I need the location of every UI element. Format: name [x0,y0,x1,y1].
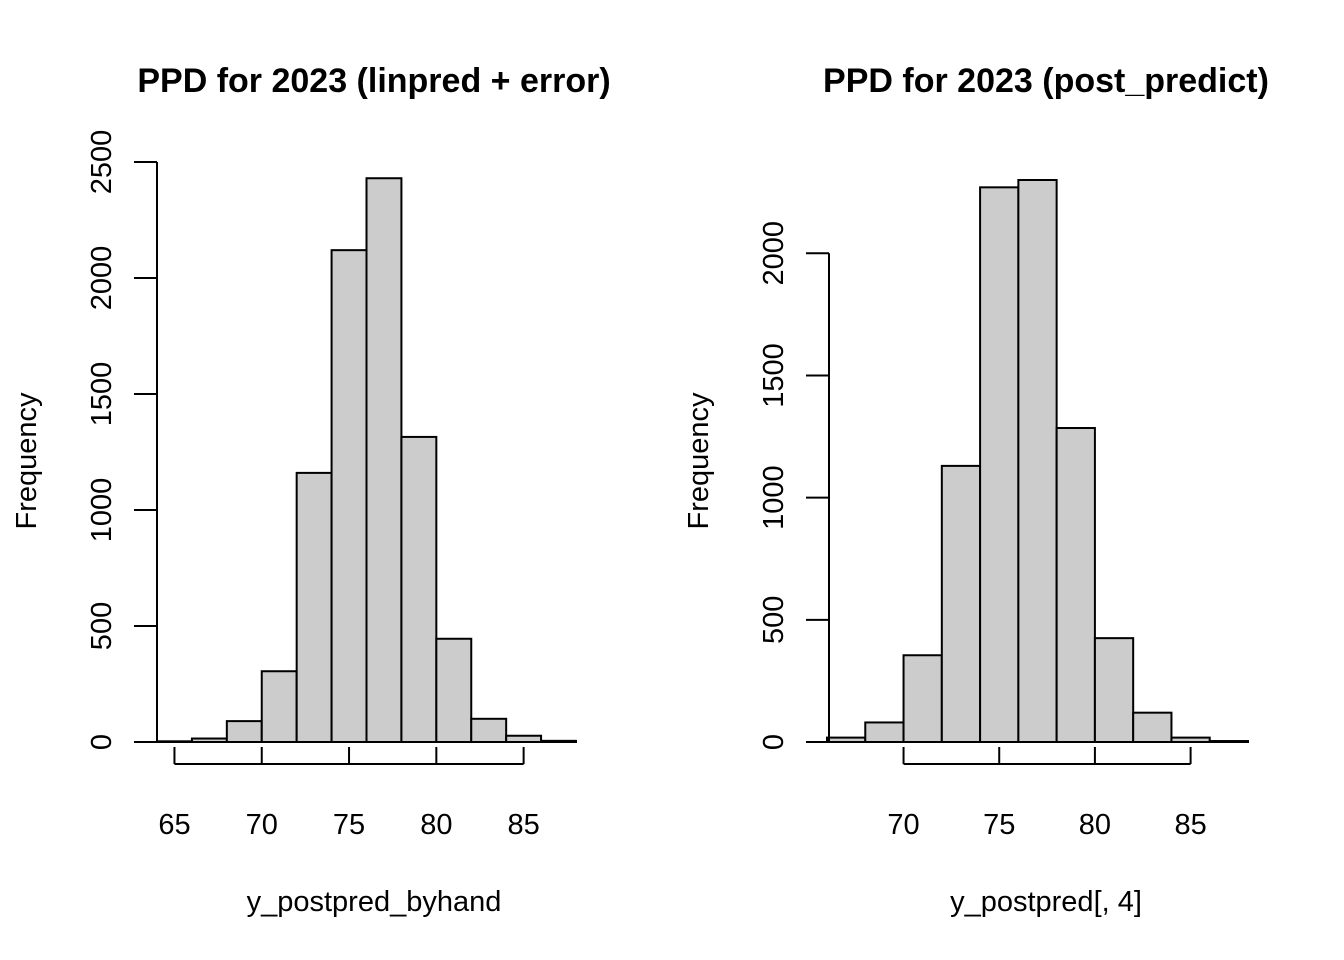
y-tick-label: 1500 [758,343,790,408]
x-tick-label: 70 [887,809,919,841]
histogram-bar [1093,637,1135,743]
histogram-bar [979,186,1020,743]
x-axis-label: y_postpred[, 4] [950,886,1142,918]
histogram-bar [330,249,368,743]
histogram-bar [470,717,508,743]
histogram-bar [156,740,193,744]
x-tick-label: 80 [420,809,452,841]
histogram-bar [864,721,905,743]
x-tick-label: 80 [1079,809,1111,841]
y-tick-label: 2000 [758,221,790,286]
bars [156,177,577,744]
y-axis: 0 500 1000 1500 2000 [758,221,830,750]
histogram-bar [1208,740,1250,743]
bars [826,179,1250,744]
x-axis-label: y_postpred_byhand [247,886,502,918]
histogram-bar [1132,711,1173,744]
y-axis-label: Frequency [683,392,715,530]
histogram-bar [1017,179,1058,743]
histogram-bar [902,654,943,744]
histogram-bar [826,736,867,744]
histogram-bar [940,464,982,743]
x-axis: 65 70 75 80 85 [158,747,540,841]
histogram-bar [1170,736,1211,744]
y-axis: 0 500 1000 1500 2000 2500 [86,130,158,750]
y-tick-label: 0 [86,734,118,750]
x-tick-label: 75 [333,809,365,841]
x-tick-label: 65 [158,809,190,841]
histogram-bar [260,670,298,743]
histogram-bar [400,435,438,743]
y-tick-label: 1500 [86,362,118,427]
y-axis-label: Frequency [11,392,43,530]
histogram-panel-post-predict: PPD for 2023 (post_predict) y_postpred[,… [683,62,1269,918]
y-tick-label: 2000 [86,246,118,311]
x-tick-label: 75 [983,809,1015,841]
histogram-bar [225,720,263,743]
y-tick-label: 500 [758,596,790,644]
x-tick-label: 70 [246,809,278,841]
histogram-bar [540,739,577,744]
histogram-bar [505,734,543,744]
x-tick-label: 85 [1174,809,1206,841]
histogram-bar [190,737,228,744]
y-tick-label: 0 [758,734,790,750]
y-tick-label: 500 [86,602,118,650]
chart-title: PPD for 2023 (linpred + error) [137,62,610,100]
y-tick-label: 2500 [86,130,118,195]
histogram-bar [1055,427,1096,743]
y-tick-label: 1000 [758,465,790,530]
y-tick-label: 1000 [86,478,118,543]
chart-title: PPD for 2023 (post_predict) [823,62,1269,100]
x-tick-label: 85 [507,809,539,841]
histogram-panel-linpred: PPD for 2023 (linpred + error) y_postpre… [11,62,611,918]
histogram-bar [435,637,473,744]
histogram-bar [295,471,333,743]
x-axis: 70 75 80 85 [887,747,1207,841]
histogram-bar [365,177,403,744]
